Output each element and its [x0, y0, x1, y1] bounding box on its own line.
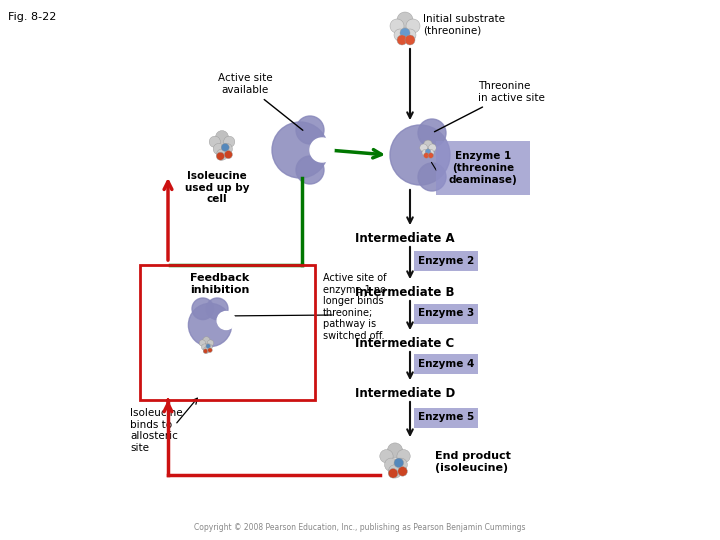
Text: Feedback
inhibition: Feedback inhibition: [190, 273, 249, 295]
Circle shape: [388, 465, 402, 478]
Circle shape: [388, 469, 398, 478]
Circle shape: [272, 122, 328, 178]
Text: Fig. 8-22: Fig. 8-22: [8, 12, 56, 22]
FancyBboxPatch shape: [414, 354, 478, 374]
Text: Copyright © 2008 Pearson Education, Inc., publishing as Pearson Benjamin Cumming: Copyright © 2008 Pearson Education, Inc.…: [194, 523, 526, 532]
Circle shape: [406, 19, 420, 33]
Circle shape: [192, 298, 214, 320]
Circle shape: [207, 298, 228, 320]
Text: Isoleucine
binds to
allosteric
site: Isoleucine binds to allosteric site: [130, 408, 183, 453]
Circle shape: [384, 458, 398, 471]
Circle shape: [221, 144, 229, 151]
Circle shape: [210, 136, 220, 147]
Text: Active site
available: Active site available: [217, 73, 303, 130]
Circle shape: [225, 151, 233, 159]
Circle shape: [217, 312, 235, 329]
FancyBboxPatch shape: [414, 408, 478, 428]
Text: Enzyme 3: Enzyme 3: [418, 308, 474, 319]
Circle shape: [400, 28, 410, 38]
Text: Initial substrate
(threonine): Initial substrate (threonine): [423, 14, 505, 36]
FancyBboxPatch shape: [414, 251, 478, 271]
Text: Intermediate D: Intermediate D: [355, 387, 455, 400]
Circle shape: [418, 119, 446, 147]
Text: End product
(isoleucine): End product (isoleucine): [435, 451, 511, 473]
FancyBboxPatch shape: [436, 141, 530, 195]
Circle shape: [206, 344, 212, 350]
Circle shape: [394, 29, 406, 41]
Circle shape: [296, 156, 324, 184]
Circle shape: [428, 150, 434, 156]
Circle shape: [296, 116, 324, 144]
Circle shape: [390, 125, 450, 185]
Circle shape: [390, 19, 404, 33]
Circle shape: [207, 340, 214, 346]
Circle shape: [404, 29, 416, 41]
Circle shape: [217, 152, 225, 160]
Circle shape: [199, 340, 205, 346]
Text: Enzyme 2: Enzyme 2: [418, 256, 474, 266]
Circle shape: [426, 149, 431, 154]
Circle shape: [217, 149, 228, 160]
Text: Threonine
in active site: Threonine in active site: [434, 82, 545, 132]
Circle shape: [206, 344, 210, 348]
Text: Intermediate C: Intermediate C: [355, 337, 454, 350]
Circle shape: [221, 144, 233, 154]
Circle shape: [213, 144, 225, 154]
Circle shape: [428, 144, 436, 152]
Circle shape: [423, 140, 433, 149]
Circle shape: [398, 467, 408, 476]
Circle shape: [394, 458, 408, 471]
Circle shape: [394, 458, 403, 468]
Circle shape: [215, 131, 228, 144]
Circle shape: [202, 344, 208, 350]
Bar: [140, 265, 315, 400]
Text: Enzyme 4: Enzyme 4: [418, 359, 474, 369]
Circle shape: [397, 12, 413, 28]
Circle shape: [310, 138, 334, 162]
Text: Isoleucine
used up by
cell: Isoleucine used up by cell: [185, 171, 249, 204]
Circle shape: [397, 35, 407, 45]
Circle shape: [418, 163, 446, 191]
Circle shape: [387, 443, 402, 458]
Circle shape: [380, 449, 393, 463]
Text: Intermediate A: Intermediate A: [355, 232, 454, 245]
Circle shape: [420, 144, 428, 152]
Circle shape: [208, 348, 212, 353]
Text: Enzyme 5: Enzyme 5: [418, 413, 474, 422]
Text: Intermediate B: Intermediate B: [355, 286, 454, 299]
Circle shape: [203, 337, 210, 344]
Circle shape: [423, 153, 429, 158]
Circle shape: [189, 303, 232, 347]
Circle shape: [203, 349, 208, 353]
Circle shape: [405, 35, 415, 45]
FancyBboxPatch shape: [414, 303, 478, 323]
Text: Enzyme 1
(threonine
deaminase): Enzyme 1 (threonine deaminase): [449, 151, 518, 185]
Circle shape: [224, 136, 235, 147]
Text: Active site of
enzyme 1 no
longer binds
threonine;
pathway is
switched off.: Active site of enzyme 1 no longer binds …: [323, 273, 387, 341]
Circle shape: [428, 153, 433, 158]
Circle shape: [203, 347, 210, 353]
Circle shape: [422, 150, 428, 156]
Circle shape: [397, 449, 410, 463]
